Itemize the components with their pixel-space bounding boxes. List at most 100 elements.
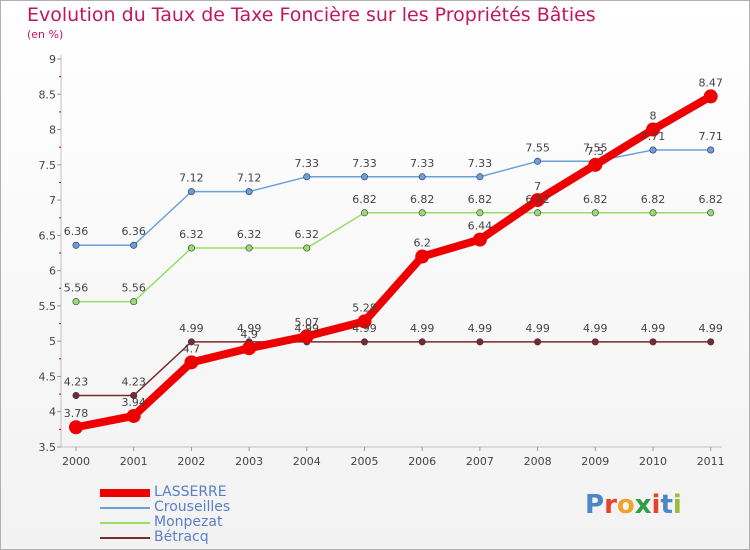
data-point xyxy=(245,244,253,252)
data-point xyxy=(707,209,715,217)
logo-letter: t xyxy=(660,490,673,520)
y-tick-label: 5 xyxy=(49,335,56,348)
data-label: 6.82 xyxy=(583,193,608,206)
legend-label: LASSERRE xyxy=(154,484,227,500)
data-point xyxy=(415,249,430,264)
data-point xyxy=(707,338,715,346)
y-tick-label: 6 xyxy=(49,265,56,278)
data-label: 6.32 xyxy=(295,228,320,241)
data-point xyxy=(591,338,599,346)
data-point xyxy=(649,146,657,154)
data-label: 4.99 xyxy=(237,322,262,335)
data-point xyxy=(72,392,80,400)
x-tick-label: 2009 xyxy=(581,455,609,468)
y-tick-label: 9 xyxy=(49,53,56,66)
data-label: 7 xyxy=(534,180,541,193)
data-label: 7.33 xyxy=(352,157,377,170)
x-tick-label: 2000 xyxy=(62,455,90,468)
data-label: 6.36 xyxy=(121,225,146,238)
logo-letter: P xyxy=(585,490,605,520)
legend-swatch xyxy=(100,537,150,539)
series-line-monpezat xyxy=(75,212,712,303)
data-point xyxy=(534,338,542,346)
series-line-crouseilles xyxy=(75,149,712,246)
data-label: 6.32 xyxy=(237,228,262,241)
series-line-bétracq xyxy=(75,341,712,397)
data-label: 5.28 xyxy=(352,301,377,314)
data-point xyxy=(130,298,138,306)
y-tick-label: 4.5 xyxy=(39,370,57,383)
data-point xyxy=(360,209,368,217)
data-label: 4.99 xyxy=(410,322,435,335)
legend-swatch xyxy=(100,507,150,509)
y-tick-label: 5.5 xyxy=(39,300,57,313)
data-point xyxy=(130,392,138,400)
data-point xyxy=(591,209,599,217)
data-point xyxy=(184,355,199,370)
legend-swatch xyxy=(100,489,150,497)
data-point xyxy=(534,157,542,165)
data-label: 4.7 xyxy=(183,342,201,355)
x-tick-label: 2003 xyxy=(235,455,263,468)
data-label: 7.71 xyxy=(641,130,666,143)
data-label: 6.2 xyxy=(413,237,431,250)
x-tick-label: 2001 xyxy=(120,455,148,468)
data-point xyxy=(418,338,426,346)
x-tick-label: 2006 xyxy=(408,455,436,468)
data-label: 8 xyxy=(650,110,657,123)
x-tick-label: 2011 xyxy=(697,455,725,468)
data-point xyxy=(299,329,314,344)
logo-letter: i xyxy=(672,490,682,520)
data-point xyxy=(72,298,80,306)
y-tick-label: 8 xyxy=(49,124,56,137)
data-point xyxy=(242,341,257,356)
data-point xyxy=(187,244,195,252)
data-label: 7.71 xyxy=(698,130,723,143)
proxiti-logo: Proxiti xyxy=(585,490,682,520)
data-label: 4.9 xyxy=(240,328,258,341)
data-point xyxy=(588,157,603,172)
data-label: 6.82 xyxy=(525,193,550,206)
data-point xyxy=(126,408,141,423)
x-tick-label: 2005 xyxy=(351,455,379,468)
data-point xyxy=(649,209,657,217)
data-label: 4.99 xyxy=(179,322,204,335)
data-point xyxy=(357,314,372,329)
data-label: 7.5 xyxy=(587,145,605,158)
y-tick-label: 7 xyxy=(49,194,56,207)
data-label: 4.99 xyxy=(641,322,666,335)
data-point xyxy=(130,241,138,249)
data-label: 4.99 xyxy=(698,322,723,335)
data-point xyxy=(187,338,195,346)
legend-label: Crouseilles xyxy=(154,499,231,515)
data-label: 3.78 xyxy=(64,407,89,420)
data-point xyxy=(476,209,484,217)
data-label: 7.12 xyxy=(179,172,204,185)
data-point xyxy=(187,188,195,196)
data-point xyxy=(360,173,368,181)
series-line-lasserre xyxy=(72,92,715,432)
x-tick-label: 2008 xyxy=(524,455,552,468)
data-point xyxy=(360,338,368,346)
y-tick-label: 6.5 xyxy=(39,229,57,242)
data-label: 3.94 xyxy=(121,396,146,409)
data-label: 7.55 xyxy=(525,141,550,154)
y-tick-label: 4 xyxy=(49,406,56,419)
data-label: 4.23 xyxy=(64,376,89,389)
data-label: 6.82 xyxy=(352,193,377,206)
x-tick-label: 2002 xyxy=(177,455,205,468)
y-tick-label: 7.5 xyxy=(39,159,57,172)
data-point xyxy=(303,173,311,181)
data-label: 4.99 xyxy=(352,322,377,335)
data-point xyxy=(703,89,718,104)
y-tick-label: 8.5 xyxy=(39,88,57,101)
data-point xyxy=(649,338,657,346)
x-tick-label: 2007 xyxy=(466,455,494,468)
x-tick-label: 2010 xyxy=(639,455,667,468)
data-label: 4.99 xyxy=(525,322,550,335)
chart-unit-label: (en %) xyxy=(27,28,64,41)
data-label: 4.99 xyxy=(583,322,608,335)
data-label: 6.82 xyxy=(698,193,723,206)
legend-label: Monpezat xyxy=(154,514,223,530)
